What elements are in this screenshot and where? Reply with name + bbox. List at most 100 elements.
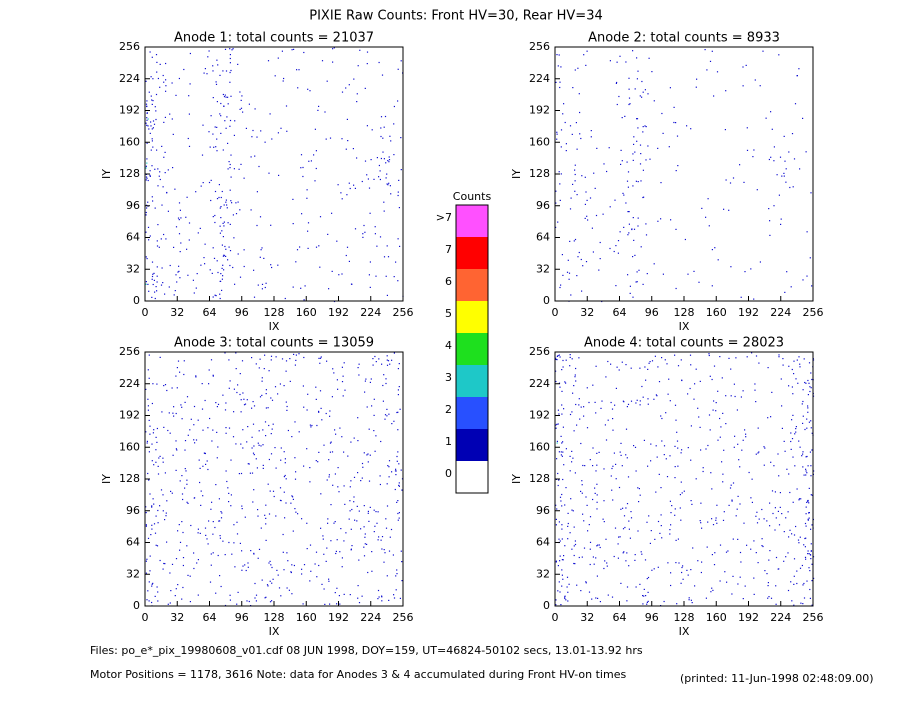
count-dot — [261, 288, 263, 290]
count-dot — [715, 519, 717, 521]
count-dot — [175, 375, 177, 377]
count-dot — [336, 379, 338, 381]
count-dot — [311, 424, 313, 427]
count-dot — [798, 440, 800, 442]
count-dot — [560, 500, 562, 502]
count-dot — [314, 563, 316, 565]
count-dot — [248, 600, 250, 603]
count-dot — [195, 376, 197, 378]
count-dot — [562, 274, 564, 276]
count-dot — [366, 125, 368, 127]
count-dot — [383, 561, 385, 563]
count-dot — [788, 151, 790, 153]
count-dot — [657, 366, 659, 368]
y-tick-label: 224 — [529, 377, 550, 390]
count-dot — [171, 563, 174, 565]
count-dot — [722, 412, 724, 414]
count-dot — [281, 50, 283, 52]
count-dot — [245, 569, 247, 572]
count-dot — [640, 153, 642, 155]
count-dot — [361, 180, 363, 183]
count-dot — [621, 117, 623, 119]
count-dot — [277, 574, 279, 576]
count-dot — [647, 145, 649, 147]
count-dot — [782, 364, 784, 366]
count-dot — [214, 221, 216, 224]
count-dot — [561, 574, 563, 576]
count-dot — [719, 417, 721, 420]
count-dot — [759, 85, 761, 87]
count-dot — [339, 551, 341, 553]
count-dot — [153, 464, 155, 466]
count-dot — [567, 522, 569, 525]
count-dot — [619, 451, 621, 453]
count-dot — [292, 198, 294, 200]
count-dot — [173, 294, 175, 296]
count-dot — [368, 274, 370, 276]
count-dot — [216, 431, 218, 433]
count-dot — [686, 569, 688, 571]
count-dot — [292, 286, 294, 288]
count-dot — [319, 216, 322, 218]
count-dot — [230, 154, 232, 156]
count-dot — [294, 421, 296, 423]
count-dot — [376, 522, 378, 524]
x-tick-label: 256 — [393, 306, 414, 319]
y-tick-label: 0 — [133, 599, 140, 612]
count-dot — [270, 397, 272, 399]
count-dot — [373, 430, 375, 432]
count-dot — [155, 461, 157, 463]
count-dot — [181, 598, 183, 600]
count-dot — [361, 477, 363, 479]
count-dot — [798, 68, 800, 70]
count-dot — [559, 591, 561, 593]
count-dot — [576, 424, 578, 426]
count-dot — [790, 432, 792, 434]
count-dot — [182, 586, 184, 589]
count-dot — [721, 461, 723, 463]
count-dot — [717, 259, 719, 261]
count-dot — [572, 457, 574, 459]
count-dot — [577, 256, 579, 258]
count-dot — [148, 377, 150, 379]
count-dot — [228, 161, 230, 163]
count-dot — [364, 533, 366, 535]
count-dot — [557, 221, 559, 223]
count-dot — [626, 600, 628, 602]
count-dot — [706, 546, 708, 548]
count-dot — [156, 61, 158, 63]
count-dot — [639, 583, 641, 585]
count-dot — [558, 413, 560, 415]
count-dot — [277, 57, 279, 59]
count-dot — [647, 576, 650, 579]
count-dot — [275, 515, 277, 517]
count-dot — [152, 498, 154, 500]
count-dot — [634, 559, 636, 561]
count-dot — [282, 551, 284, 553]
count-dot — [712, 524, 715, 526]
count-dot — [225, 470, 227, 472]
count-dot — [650, 443, 652, 445]
count-dot — [208, 181, 211, 184]
count-dot — [153, 429, 155, 431]
count-dot — [709, 429, 711, 431]
count-dot — [146, 105, 148, 108]
count-dot — [261, 377, 263, 379]
count-dot — [318, 105, 320, 107]
count-dot — [591, 598, 593, 600]
count-dot — [808, 487, 810, 489]
count-dot — [385, 378, 387, 380]
count-dot — [230, 459, 232, 461]
count-dot — [152, 120, 155, 122]
count-dot — [156, 149, 158, 151]
count-dot — [145, 231, 147, 233]
count-dot — [687, 393, 689, 395]
count-dot — [159, 505, 161, 507]
count-dot — [265, 389, 267, 391]
count-dot — [211, 440, 213, 442]
count-dot — [364, 543, 366, 545]
count-dot — [615, 285, 617, 287]
count-dot — [399, 245, 401, 247]
count-dot — [555, 370, 557, 372]
count-dot — [623, 226, 625, 228]
